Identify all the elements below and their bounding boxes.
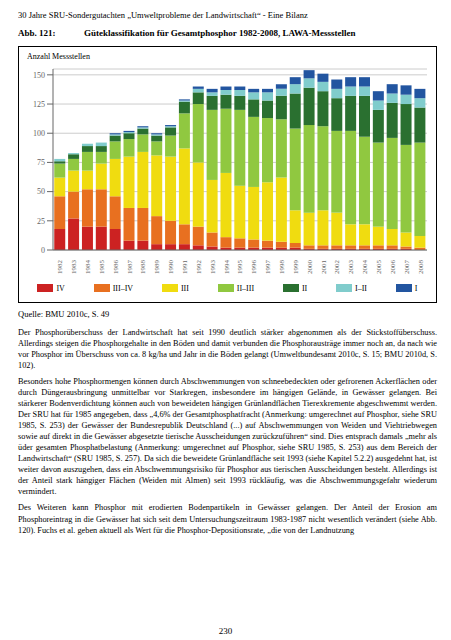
svg-text:2005: 2005 [375,260,383,275]
svg-text:2004: 2004 [361,260,369,275]
svg-text:1997: 1997 [264,260,272,275]
html-text:II: II [301,283,308,293]
svg-text:1991: 1991 [181,260,189,275]
svg-text:2002: 2002 [333,260,341,275]
html-text:Güteklassifikation für Gesamtp: Güteklassifikation für Gesamtphosphor 19… [84,28,356,38]
html-text:III–IV: III–IV [112,283,134,293]
html-text:I: I [414,283,418,293]
svg-text:2007: 2007 [403,260,411,275]
html-text:Anzahl Messstellen: Anzahl Messstellen [27,52,90,61]
html-text:II–III: II–III [236,283,255,293]
svg-text:1994: 1994 [223,260,231,275]
svg-text:1993: 1993 [209,260,217,275]
html-text:Des Weiteren kann Phosphor mit: Des Weiteren kann Phosphor mit erodierte… [18,503,437,535]
svg-text:150: 150 [33,71,45,80]
svg-text:1986: 1986 [112,260,120,275]
html-text:30 Jahre SRU-Sondergutachten „: 30 Jahre SRU-Sondergutachten „Umweltprob… [18,10,308,20]
html-text:Besonders hohe Phosphormengen: Besonders hohe Phosphormengen können dur… [18,377,437,497]
html-text:Der Phosphorüberschuss der Lan: Der Phosphorüberschuss der Landwirtschaf… [18,328,437,371]
svg-text:1998: 1998 [278,260,286,275]
svg-text:1992: 1992 [195,260,203,275]
html-text:230: 230 [218,626,233,636]
svg-text:2001: 2001 [320,260,328,275]
svg-text:2008: 2008 [417,260,425,275]
svg-text:2003: 2003 [347,260,355,275]
svg-text:1985: 1985 [98,260,106,275]
svg-text:1989: 1989 [153,260,161,275]
svg-text:1982: 1982 [56,260,64,275]
html-text:Quelle: BMU 2010c, S. 49: Quelle: BMU 2010c, S. 49 [18,309,110,319]
svg-text:1995: 1995 [236,260,244,275]
svg-text:2000: 2000 [306,260,314,275]
svg-text:1990: 1990 [167,260,175,275]
svg-text:125: 125 [33,100,45,109]
svg-text:1996: 1996 [250,260,258,275]
svg-text:1987: 1987 [126,260,134,275]
html-text:Abb. 121:: Abb. 121: [18,28,56,38]
html-text:IV: IV [56,283,65,293]
svg-text:75: 75 [37,158,45,167]
svg-text:100: 100 [33,129,45,138]
svg-text:2006: 2006 [389,260,397,275]
svg-text:1988: 1988 [139,260,147,275]
svg-text:50: 50 [37,187,45,196]
svg-text:1983: 1983 [70,260,78,275]
html-text:I–II: I–II [355,283,367,293]
svg-text:1984: 1984 [84,260,92,275]
svg-text:1999: 1999 [292,260,300,275]
svg-text:25: 25 [37,217,45,226]
html-text:III: III [180,283,189,293]
svg-text:0: 0 [41,246,45,255]
